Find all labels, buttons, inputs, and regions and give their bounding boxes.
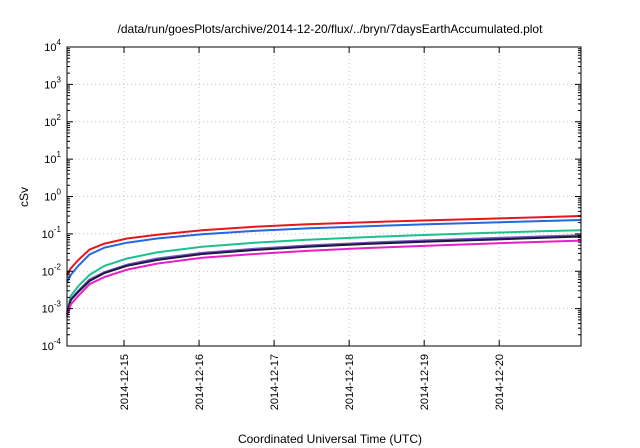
series-line — [66, 215, 582, 276]
y-tick-label: 10-2 — [42, 262, 62, 278]
y-tick-label: 10-4 — [42, 337, 62, 353]
y-tick-label: 10-3 — [42, 300, 62, 316]
y-tick-label: 103 — [44, 75, 61, 91]
series-line — [66, 229, 582, 313]
x-axis-title: Coordinated Universal Time (UTC) — [238, 432, 422, 446]
y-axis: 10-4 10-3 10-2 10-1 100 101 102 103 104 — [42, 38, 581, 353]
y-tick-label: 10-1 — [42, 225, 62, 241]
y-tick-label: 102 — [44, 113, 61, 129]
x-tick-label: 2014-12-18 — [344, 354, 356, 410]
x-tick-label: 2014-12-15 — [119, 354, 131, 410]
series-group — [66, 215, 582, 318]
x-axis: 2014-12-15 2014-12-16 2014-12-17 2014-12-18… — [119, 47, 506, 410]
y-tick-label: 100 — [44, 188, 61, 204]
grid — [67, 47, 581, 346]
y-axis-title: cSv — [17, 187, 31, 207]
series-line — [66, 235, 582, 315]
x-tick-label: 2014-12-20 — [494, 354, 506, 410]
x-tick-label: 2014-12-17 — [269, 354, 281, 410]
x-tick-label: 2014-12-16 — [194, 354, 206, 410]
x-tick-label: 2014-12-19 — [419, 354, 431, 410]
chart-title: /data/run/goesPlots/archive/2014-12-20/f… — [118, 22, 544, 36]
y-tick-label: 104 — [44, 38, 61, 54]
series-line — [66, 239, 582, 318]
y-tick-label: 101 — [44, 150, 61, 166]
series-line — [66, 219, 582, 283]
